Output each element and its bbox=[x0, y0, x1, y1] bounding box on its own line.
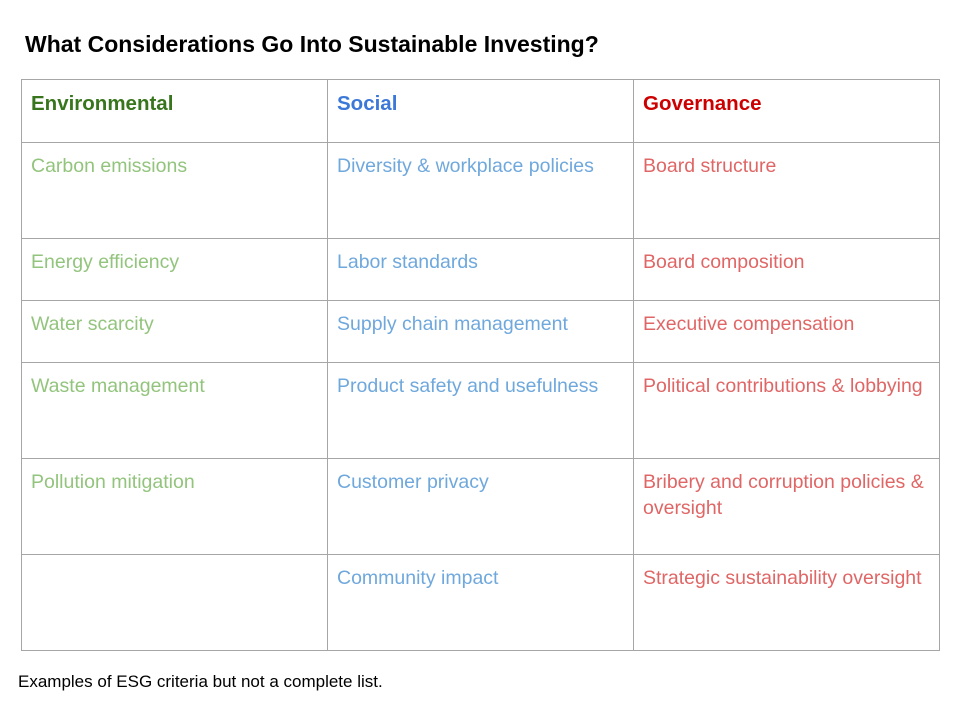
table-header-row: Environmental Social Governance bbox=[21, 79, 940, 143]
column-header-environmental: Environmental bbox=[21, 79, 328, 143]
table-row: Waste management Product safety and usef… bbox=[21, 362, 940, 459]
cell-governance: Executive compensation bbox=[633, 300, 940, 363]
table-row: Pollution mitigation Customer privacy Br… bbox=[21, 458, 940, 555]
cell-governance: Political contributions & lobbying bbox=[633, 362, 940, 459]
column-header-governance: Governance bbox=[633, 79, 940, 143]
cell-governance: Strategic sustainability oversight bbox=[633, 554, 940, 651]
column-header-social: Social bbox=[327, 79, 634, 143]
cell-environmental: Pollution mitigation bbox=[21, 458, 328, 555]
cell-governance: Board structure bbox=[633, 142, 940, 239]
table-row: Water scarcity Supply chain management E… bbox=[21, 300, 940, 363]
cell-governance: Board composition bbox=[633, 238, 940, 301]
cell-social: Supply chain management bbox=[327, 300, 634, 363]
cell-environmental: Carbon emissions bbox=[21, 142, 328, 239]
table-row: Carbon emissions Diversity & workplace p… bbox=[21, 142, 940, 239]
table-row: Community impact Strategic sustainabilit… bbox=[21, 554, 940, 651]
table-row: Energy efficiency Labor standards Board … bbox=[21, 238, 940, 301]
cell-social: Diversity & workplace policies bbox=[327, 142, 634, 239]
cell-environmental bbox=[21, 554, 328, 651]
cell-environmental: Water scarcity bbox=[21, 300, 328, 363]
cell-social: Community impact bbox=[327, 554, 634, 651]
page-title: What Considerations Go Into Sustainable … bbox=[25, 31, 599, 57]
esg-criteria-table: Environmental Social Governance Carbon e… bbox=[21, 79, 940, 651]
cell-governance: Bribery and corruption policies & oversi… bbox=[633, 458, 940, 555]
cell-social: Labor standards bbox=[327, 238, 634, 301]
cell-social: Customer privacy bbox=[327, 458, 634, 555]
cell-environmental: Waste management bbox=[21, 362, 328, 459]
footnote: Examples of ESG criteria but not a compl… bbox=[18, 672, 383, 691]
cell-social: Product safety and usefulness bbox=[327, 362, 634, 459]
cell-environmental: Energy efficiency bbox=[21, 238, 328, 301]
